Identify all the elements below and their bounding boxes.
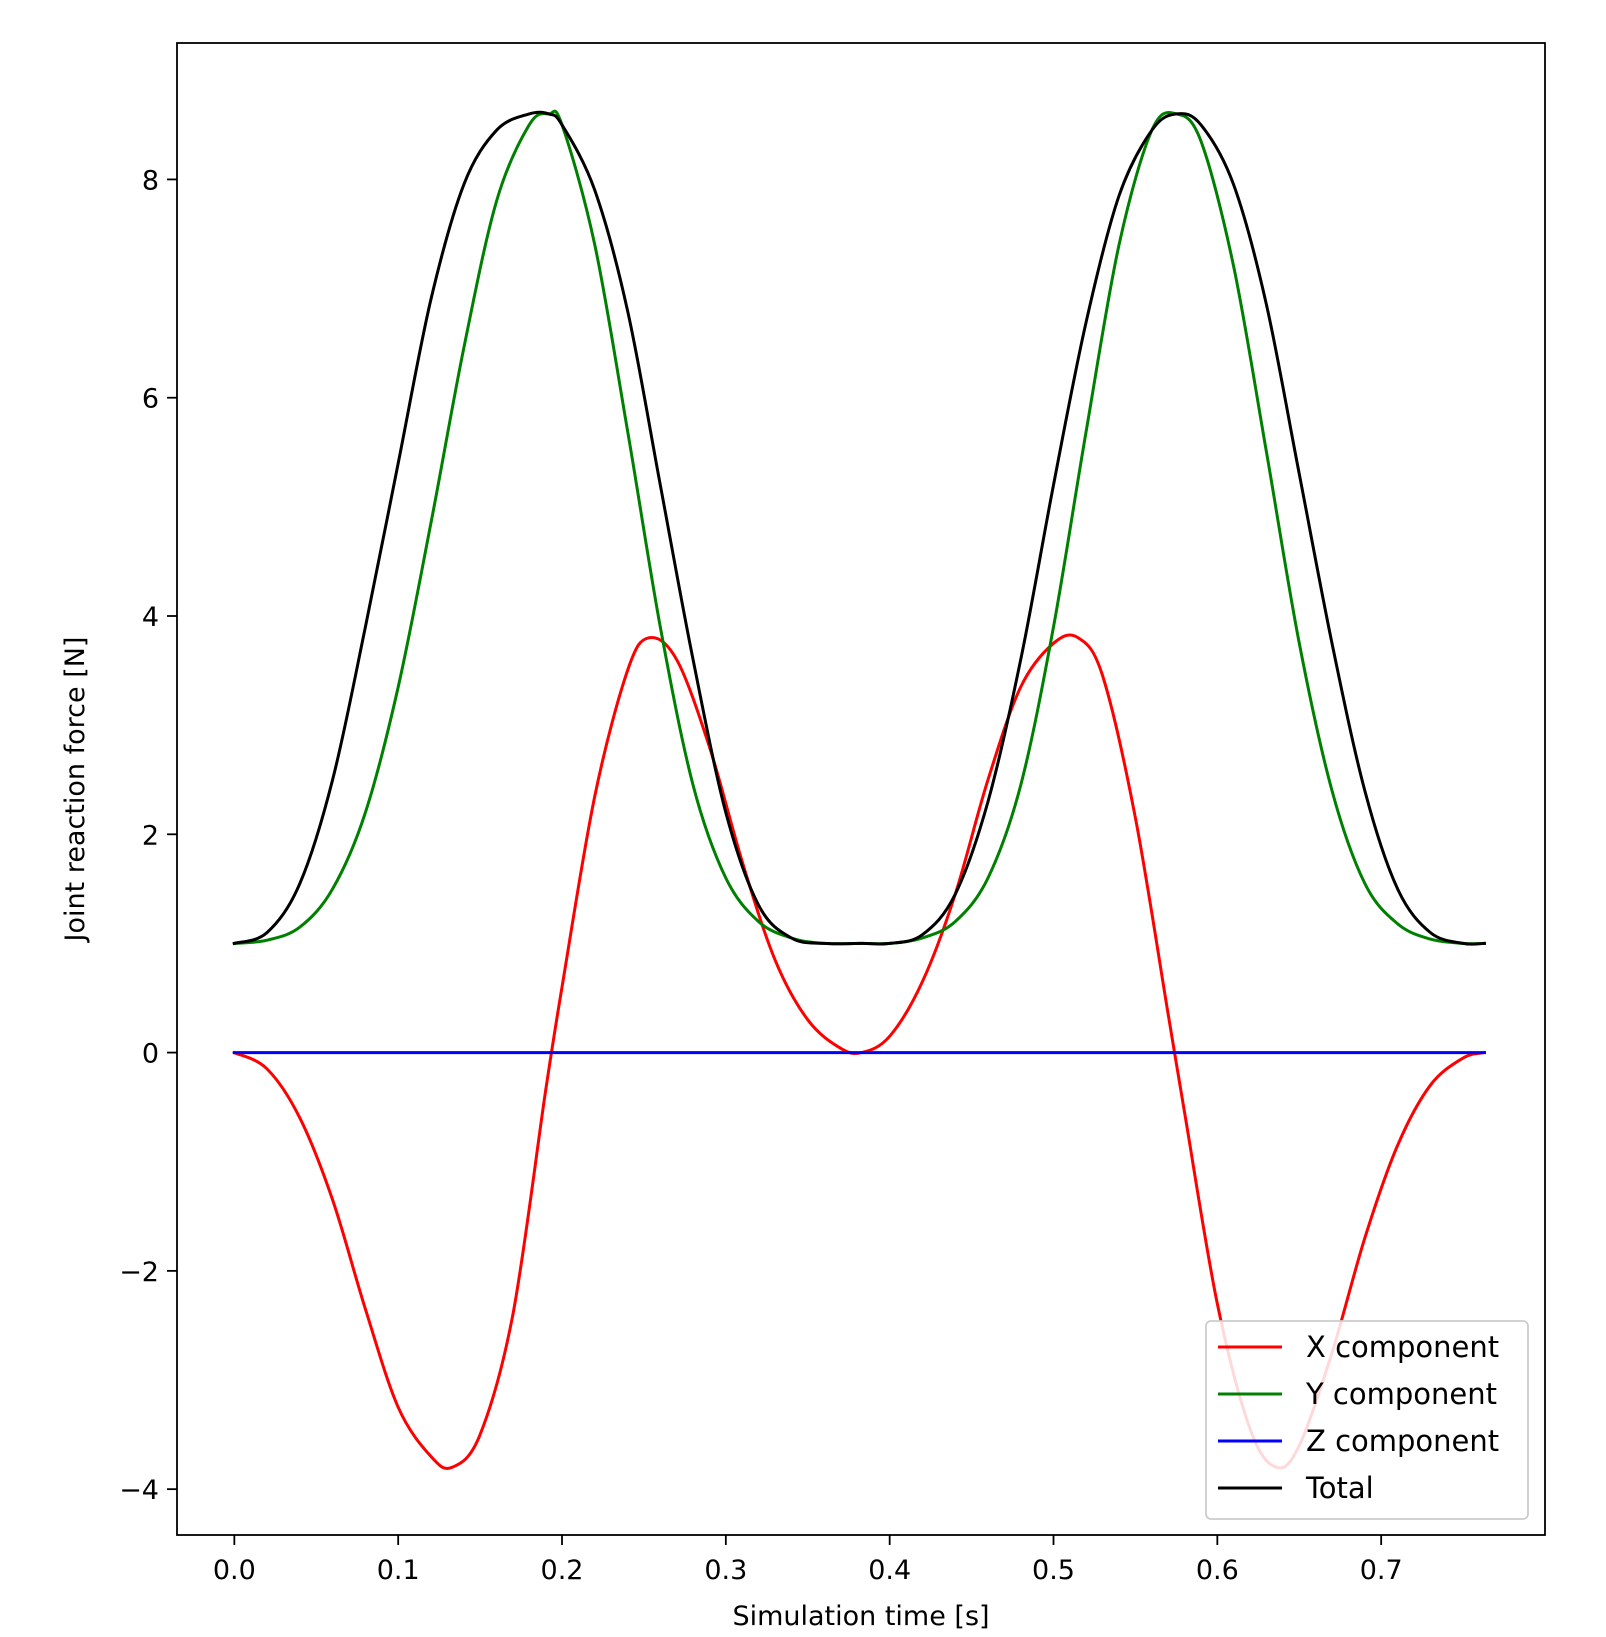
x-tick-label: 0.1 bbox=[377, 1555, 420, 1586]
legend-box bbox=[1205, 1320, 1529, 1520]
y-tick-label: 4 bbox=[142, 602, 159, 633]
y-axis-ticks: −4 −2 0 2 4 6 8 bbox=[119, 165, 177, 1506]
x-axis-ticks: 0.0 0.1 0.2 0.3 0.4 0.5 0.6 0.7 bbox=[213, 1535, 1403, 1586]
x-tick-label: 0.7 bbox=[1360, 1555, 1403, 1586]
y-tick-label: 8 bbox=[142, 165, 159, 196]
legend-label: Y component bbox=[1305, 1377, 1497, 1411]
x-tick-label: 0.6 bbox=[1196, 1555, 1239, 1586]
y-axis-label: Joint reaction force [N] bbox=[60, 637, 91, 944]
legend: X component Y component Z component Total bbox=[1205, 1320, 1529, 1520]
legend-label: Total bbox=[1305, 1471, 1374, 1505]
x-tick-label: 0.3 bbox=[704, 1555, 747, 1586]
legend-entry: Total bbox=[1218, 1471, 1374, 1505]
legend-label: Z component bbox=[1306, 1424, 1499, 1458]
legend-entry: Z component bbox=[1218, 1424, 1499, 1458]
plot-frame bbox=[176, 42, 1546, 1536]
x-tick-label: 0.0 bbox=[213, 1555, 256, 1586]
legend-entry: X component bbox=[1218, 1330, 1499, 1364]
y-tick-label: −4 bbox=[119, 1475, 159, 1506]
y-tick-label: 2 bbox=[142, 820, 159, 851]
x-tick-label: 0.4 bbox=[868, 1555, 911, 1586]
x-tick-label: 0.5 bbox=[1032, 1555, 1075, 1586]
y-tick-label: 6 bbox=[142, 384, 159, 415]
legend-label: X component bbox=[1306, 1330, 1499, 1364]
y-tick-label: 0 bbox=[142, 1039, 159, 1070]
x-axis-label: Simulation time [s] bbox=[732, 1601, 989, 1632]
series-line-4 bbox=[232, 110, 1486, 946]
x-tick-label: 0.2 bbox=[541, 1555, 584, 1586]
legend-entry: Y component bbox=[1218, 1377, 1497, 1411]
y-tick-label: −2 bbox=[119, 1257, 159, 1288]
